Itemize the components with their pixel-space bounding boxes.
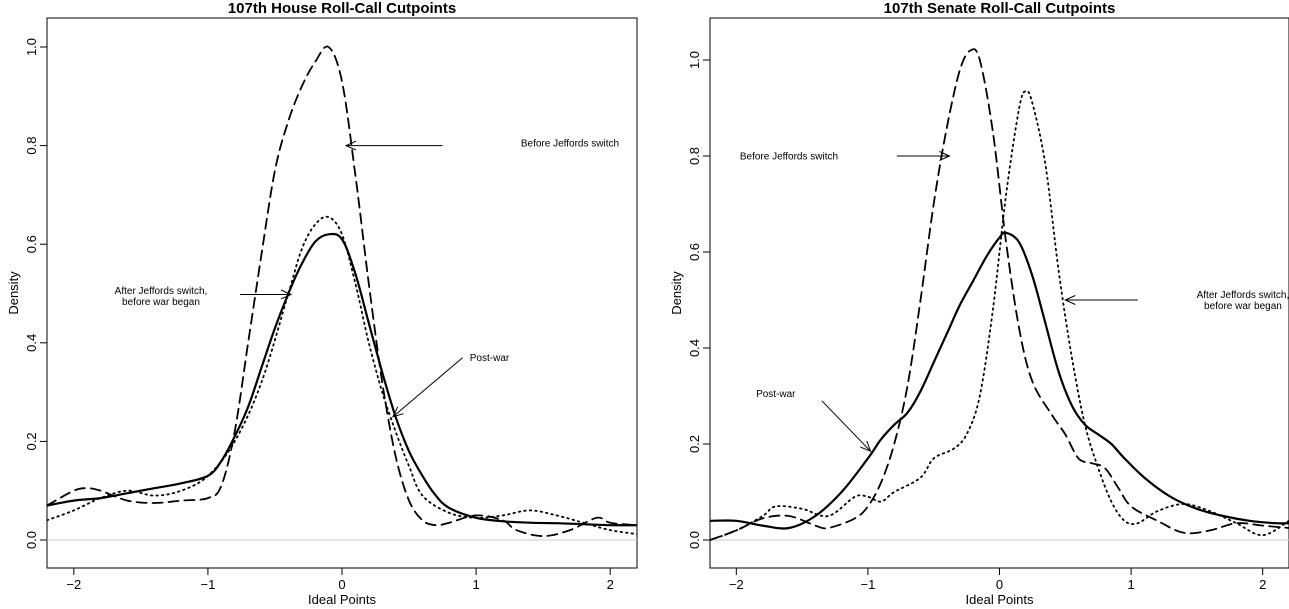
annotation-arrowhead [392, 406, 404, 418]
annotation-text: Post-war [756, 389, 796, 400]
series-line-post-war [710, 231, 1289, 530]
annotation-arrowhead [280, 289, 293, 300]
annotation-arrow [392, 357, 464, 418]
y-axis-label: Density [6, 271, 21, 315]
annotation-text: before war began [122, 297, 200, 308]
house-panel: 107th House Roll-Call Cutpoints −2 −1 0 1 2 0.… [6, 0, 638, 607]
x-axis-label: Ideal Points [966, 592, 1034, 607]
annotation-text: Before Jeffords switch [740, 152, 838, 163]
x-tick-label: −1 [200, 577, 215, 592]
annotation-arrowhead [939, 151, 951, 161]
series-line-post-war [47, 232, 637, 527]
y-tick-label: 0.2 [24, 432, 39, 450]
annotation-arrowhead [344, 140, 357, 151]
y-tick-label: 0.0 [24, 531, 39, 549]
annotation-text: Before Jeffords switch [521, 139, 619, 150]
y-axis-label: Density [669, 271, 684, 315]
y-tick-label: 0.0 [687, 531, 702, 549]
x-axis-label: Ideal Points [308, 592, 376, 607]
annotation-arrow [821, 400, 871, 452]
series-line-after-jeffords-switch-before-war-began [47, 215, 637, 535]
x-tick-label: 1 [472, 577, 479, 592]
x-tick-label: 0 [996, 577, 1003, 592]
y-tick-label: 0.8 [24, 137, 39, 155]
y-tick-label: 0.4 [24, 334, 39, 352]
y-tick-label: 1.0 [687, 51, 702, 69]
y-tick-label: 0.2 [687, 435, 702, 453]
chart-title: 107th House Roll-Call Cutpoints [228, 0, 456, 17]
x-tick-label: −2 [66, 577, 81, 592]
senate-panel: 107th Senate Roll-Call Cutpoints −2 −1 0 1 2 0… [669, 0, 1289, 607]
y-tick-label: 1.0 [24, 38, 39, 56]
annotation-text: Post-war [470, 353, 510, 364]
annotation-arrowhead [1064, 295, 1076, 305]
x-tick-label: 2 [1259, 577, 1266, 592]
y-tick-label: 0.4 [687, 339, 702, 357]
series-line-after-jeffords-switch-before-war-began [710, 90, 1289, 541]
series-line-before-jeffords-switch [710, 48, 1289, 541]
x-tick-label: 1 [1127, 577, 1134, 592]
chart-title: 107th Senate Roll-Call Cutpoints [884, 0, 1116, 17]
annotation-text: After Jeffords switch, [115, 286, 208, 297]
annotation-text: before war began [1204, 301, 1282, 312]
y-tick-label: 0.6 [687, 243, 702, 261]
x-tick-label: 0 [338, 577, 345, 592]
x-tick-label: −1 [860, 577, 875, 592]
y-tick-label: 0.8 [687, 147, 702, 165]
x-tick-label: 2 [607, 577, 614, 592]
x-tick-label: −2 [729, 577, 744, 592]
annotation-text: After Jeffords switch, [1197, 290, 1289, 301]
y-tick-label: 0.6 [24, 235, 39, 253]
annotation-arrowhead [860, 440, 872, 453]
